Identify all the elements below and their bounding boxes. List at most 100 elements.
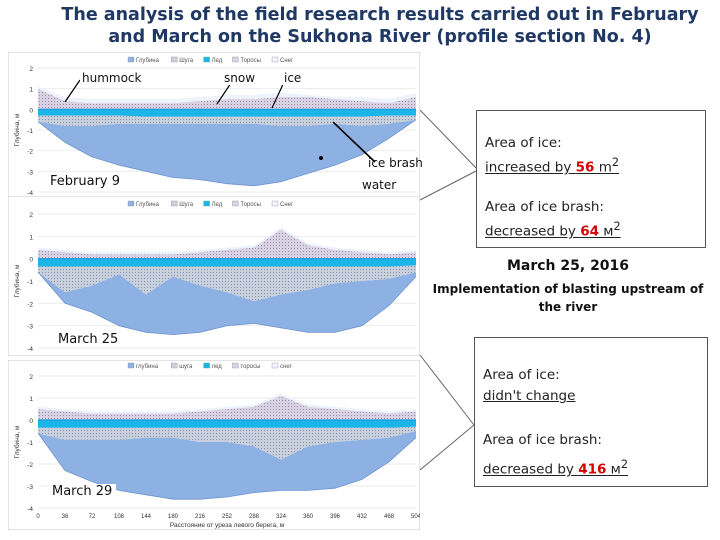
ice-brash-label: ice brash — [368, 156, 423, 170]
x-tick-label: 108 — [114, 514, 125, 520]
legend-entry: Торосы — [240, 202, 261, 208]
ice-area-prefix-1: increased by — [485, 159, 576, 176]
legend-entry: Глубина — [136, 202, 160, 208]
brash-area-exp-1: 2 — [613, 220, 621, 233]
legend-swatch — [232, 56, 239, 63]
y-tick-label: -2 — [27, 462, 33, 469]
depth-area — [38, 119, 416, 186]
title-line-1: The analysis of the field research resul… — [61, 5, 699, 25]
connector-bottom-2 — [419, 424, 475, 471]
hummock-label: hummock — [80, 71, 144, 85]
legend-entry: Лед — [212, 58, 223, 64]
ice-area-label-1: Area of ice: — [485, 135, 562, 151]
brash-area-label-2: Area of ice brash: — [483, 432, 602, 448]
brash-area-label-1: Area of ice brash: — [485, 199, 604, 215]
legend-swatch — [203, 56, 210, 63]
ice-brash-area — [38, 115, 416, 126]
y-tick-label: 2 — [29, 374, 33, 381]
x-tick-label: 180 — [168, 514, 179, 520]
ice-brash-area — [38, 426, 416, 460]
brash-area-value-1: 64 — [580, 223, 599, 240]
legend-entry: Снег — [280, 58, 294, 64]
chart-mar29: -4 -3 -2 -1 0 1 2 Глубина, м глубина шуга лед торос… — [8, 360, 420, 530]
summary-box-1: Area of ice: increased by 56 m2 Area of … — [476, 110, 706, 248]
legend-entry: снег — [280, 364, 293, 370]
legend-entry: Шуга — [179, 58, 194, 64]
hummock-arrow — [64, 79, 81, 103]
snow-area — [38, 86, 416, 104]
panel-label-mar29: March 29 — [48, 484, 117, 499]
hummock-area — [38, 395, 416, 420]
legend-entry: шуга — [179, 364, 193, 370]
legend-entry: Снег — [280, 202, 294, 208]
brash-area-prefix-2: decreased by — [483, 461, 579, 478]
ice-area-value-1: 56 — [575, 159, 595, 176]
legend-swatch — [127, 362, 135, 369]
x-axis-label: Расстояние от уреза левого берега, м — [170, 521, 285, 529]
summary-box-2: Area of ice: didn't change Area of ice b… — [474, 337, 708, 487]
snow-area — [38, 393, 416, 414]
legend-entry: торосы — [240, 364, 260, 370]
ice-label: ice — [282, 71, 304, 85]
ice-brash-area — [38, 265, 416, 302]
y-tick-label: 0 — [29, 107, 33, 114]
x-tick-label: 216 — [195, 514, 206, 520]
x-tick-label: 396 — [330, 514, 341, 520]
legend-entry: Глубина — [136, 58, 160, 64]
legend-swatch — [271, 200, 279, 207]
ice-area — [38, 109, 416, 117]
y-axis-label: Глубина, м — [13, 113, 21, 146]
slide-title: The analysis of the field research resul… — [30, 4, 720, 48]
x-tick-label: 288 — [249, 514, 260, 520]
ice-area — [38, 420, 416, 428]
x-tick-label: 252 — [222, 514, 233, 520]
event-date: March 25, 2016 — [506, 258, 630, 274]
legend-swatch — [203, 362, 210, 369]
x-tick-label: 504 — [411, 514, 420, 520]
y-tick-label: 2 — [29, 66, 33, 73]
panel-label-feb9: February 9 — [46, 174, 125, 189]
legend-entry: Торосы — [240, 58, 261, 64]
brash-area-value-2: 416 — [578, 461, 607, 478]
legend-swatch — [271, 56, 279, 63]
brash-area-change-2: decreased by 416 м2 — [483, 458, 628, 478]
legend-swatch — [127, 56, 135, 63]
legend-entry: Лед — [212, 202, 223, 208]
legend-swatch — [127, 200, 135, 207]
depth-area — [38, 431, 416, 500]
brash-area-unit-2: м — [606, 461, 621, 478]
y-tick-label: -1 — [27, 440, 33, 447]
y-axis-label: Глубина, м — [13, 425, 21, 458]
connector-top-2 — [419, 169, 479, 201]
ice-brash-arrow — [332, 121, 376, 163]
x-tick-label: 0 — [36, 514, 40, 520]
y-tick-label: 0 — [29, 418, 33, 425]
depth-area — [38, 272, 416, 335]
y-tick-label: -4 — [27, 506, 33, 513]
chart-mar25: -4 -3 -2 -1 0 1 2 Глубина, м Глубина Шуга Лед Торос… — [8, 196, 420, 356]
ice-area-label-2: Area of ice: — [483, 367, 560, 383]
x-tick-label: 72 — [89, 514, 96, 520]
y-tick-label: -2 — [27, 149, 33, 156]
brash-area-change-1: decreased by 64 м2 — [485, 220, 621, 240]
connector-bottom-1 — [419, 354, 475, 426]
hummock-area — [38, 229, 416, 259]
ice-area-exp-1: 2 — [611, 156, 620, 169]
legend-swatch — [170, 200, 178, 207]
water-label: water — [362, 178, 397, 192]
water-point — [319, 156, 323, 160]
y-tick-label: -4 — [27, 190, 33, 197]
snow-label: snow — [222, 71, 258, 85]
legend-swatch — [232, 362, 239, 369]
legend-swatch — [203, 200, 210, 207]
x-tick-label: 468 — [384, 514, 395, 520]
legend-entry: лед — [212, 364, 223, 370]
x-tick-label: 36 — [62, 514, 69, 520]
depth-line — [37, 271, 417, 336]
panel-label-mar25: March 25 — [54, 332, 123, 347]
chart-panel-mar25: -4 -3 -2 -1 0 1 2 Глубина, м Глубина Шуга Лед Торос… — [8, 196, 420, 356]
legend-swatch — [170, 56, 178, 63]
y-tick-label: -1 — [27, 128, 33, 135]
legend-entry: глубина — [136, 364, 159, 370]
